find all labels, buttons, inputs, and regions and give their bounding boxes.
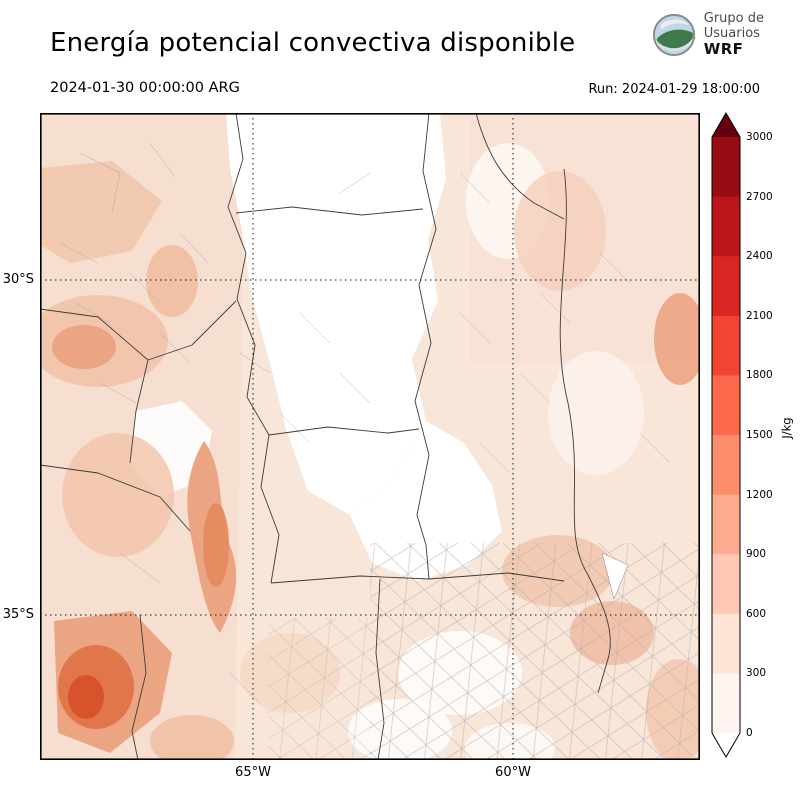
colorbar-tick-label: 2700: [746, 190, 773, 203]
x-tick-label-65w: 65°W: [235, 765, 271, 780]
page-title: Energía potencial convectiva disponible: [50, 28, 576, 58]
logo-text: Grupo de Usuarios WRF: [703, 11, 764, 59]
run-time-label: Run: 2024-01-29 18:00:00: [588, 82, 760, 97]
colorbar-segment: [712, 256, 740, 317]
colorbar-over-arrow: [712, 113, 740, 137]
x-tick-label-60w: 60°W: [495, 765, 531, 780]
department-boundaries: [59, 142, 671, 704]
department-mesh-west: [268, 618, 372, 760]
colorbar-tick-label: 0: [746, 727, 753, 739]
logo-text-wrf: WRF: [703, 40, 744, 59]
colorbar-tick-label: 300: [746, 667, 767, 680]
colorbar-ticks: 3000 2700 2400 2100 1800 1500 1200 900 600 300 0: [712, 113, 800, 757]
colorbar-segment: [712, 613, 740, 674]
colorbar-segment: [712, 137, 740, 198]
colorbar: 3000 2700 2400 2100 1800 1500 1200 900 600 300 0 J…: [711, 112, 800, 758]
colorbar-segment: [712, 494, 740, 555]
colorbar-segment: [712, 554, 740, 615]
cape-map-svg: [40, 113, 700, 760]
colorbar-tick-label: 1500: [746, 429, 773, 441]
colorbar-tick-label: 3000: [746, 131, 773, 143]
colorbar-tick-label: 2400: [746, 250, 773, 263]
valid-time-label: 2024-01-30 00:00:00 ARG: [50, 80, 240, 96]
department-mesh: [370, 543, 700, 760]
colorbar-segment: [712, 375, 740, 436]
colorbar-segment: [712, 315, 740, 376]
colorbar-tick-label: 1200: [746, 488, 773, 501]
colorbar-segment: [712, 673, 740, 734]
colorbar-segment: [712, 435, 740, 496]
colorbar-tick-label: 2100: [746, 309, 773, 322]
grid-lines: [40, 113, 700, 760]
logo-text-line2: Usuarios: [703, 25, 760, 41]
colorbar-under-arrow: [712, 733, 740, 757]
rio-de-la-plata: [601, 552, 629, 600]
colorbar-tick-label: 900: [746, 548, 767, 561]
globe-icon: [652, 13, 697, 57]
y-tick-label-30s: 30°S: [2, 272, 34, 287]
colorbar-segment: [712, 196, 740, 257]
y-tick-label-35s: 35°S: [2, 607, 34, 622]
colorbar-unit-label: J/kg: [779, 417, 794, 439]
province-boundaries: [40, 113, 611, 760]
colorbar-tick-label: 1800: [746, 369, 773, 382]
wrf-logo: Grupo de Usuarios WRF: [651, 11, 764, 59]
colorbar-svg: [711, 112, 741, 758]
logo-text-line1: Grupo de: [703, 11, 764, 27]
map-frame: [40, 113, 700, 760]
colorbar-tick-label: 600: [746, 607, 767, 620]
map-area: [40, 113, 700, 760]
colorbar-outline: [711, 112, 741, 758]
